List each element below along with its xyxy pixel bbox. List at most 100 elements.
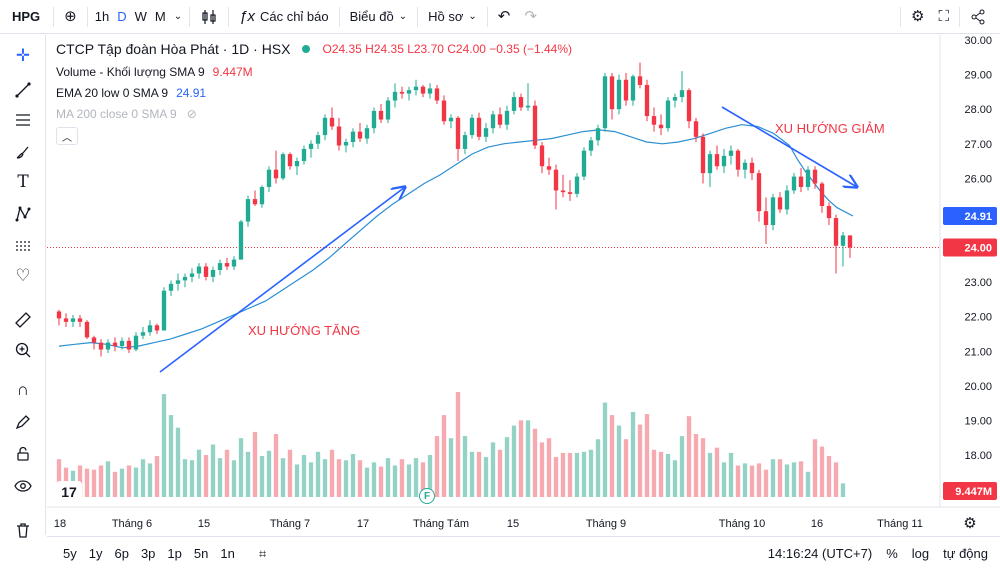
horizontal-lines-icon	[16, 114, 30, 126]
range-1n[interactable]: 1n	[220, 546, 235, 561]
candle-body	[322, 117, 328, 136]
volume-bar	[280, 458, 286, 497]
fullscreen-button[interactable]: ⛶	[931, 0, 956, 34]
candle-body	[497, 114, 503, 125]
text-icon: T	[17, 172, 29, 192]
undo-button[interactable]: ↶	[491, 0, 518, 34]
time-tick-label: Tháng 7	[270, 518, 310, 530]
last-price-badge-bg	[943, 238, 997, 257]
magnet-icon: ∩	[16, 380, 30, 399]
volume-bar	[721, 462, 727, 497]
downtrend-arrow	[721, 106, 857, 187]
candle-body	[385, 100, 391, 120]
interval-D[interactable]: D	[117, 9, 127, 24]
legend-ema[interactable]: EMA 20 low 0 SMA 9 24.91	[56, 86, 206, 100]
log-toggle[interactable]: log	[911, 546, 930, 561]
fib-tool[interactable]	[9, 107, 37, 133]
auto-scale-toggle[interactable]: tự động	[943, 546, 988, 561]
heart-icon: ♡	[15, 266, 31, 285]
candle-body	[196, 266, 202, 274]
volume-bar	[315, 451, 321, 497]
measure-tool[interactable]	[9, 307, 37, 333]
lock-tool[interactable]	[9, 441, 37, 467]
brush-tool[interactable]	[9, 139, 37, 165]
price-chart[interactable]: 30.0029.0028.0027.0026.0025.0024.0023.00…	[47, 35, 1000, 535]
indicators-button[interactable]: ƒx Các chỉ báo	[232, 0, 336, 34]
remove-drawings-tool[interactable]	[9, 517, 37, 543]
candle-body	[126, 340, 132, 350]
volume-bar	[539, 442, 545, 497]
profile-button[interactable]: Hồ sơ ⌄	[421, 0, 484, 34]
candle-body	[609, 76, 615, 110]
settings-button[interactable]: ⚙	[904, 0, 931, 34]
percent-toggle[interactable]: %	[886, 546, 898, 561]
price-tick-label: 29.00	[964, 70, 992, 82]
compare-button[interactable]: ⊕	[57, 0, 84, 34]
indicators-label: Các chỉ báo	[259, 9, 329, 24]
favorites-tool[interactable]: ♡	[9, 263, 37, 289]
ema-label: EMA 20 low 0 SMA 9	[56, 86, 169, 100]
legend-title[interactable]: CTCP Tập đoàn Hòa Phát · 1D · HSX	[56, 41, 291, 57]
candle-style-button[interactable]	[193, 0, 225, 34]
volume-bar	[350, 453, 356, 497]
crosshair-tool[interactable]: ✛	[9, 43, 37, 69]
legend-collapse-button[interactable]: ︿	[56, 127, 78, 145]
volume-bar	[385, 458, 391, 497]
candle-body	[819, 183, 825, 206]
range-3p[interactable]: 3p	[140, 546, 156, 561]
volume-bar	[574, 452, 580, 497]
eye-off-icon[interactable]: ⊘	[186, 107, 197, 121]
volume-bar	[679, 436, 685, 497]
candle-body	[476, 117, 482, 137]
candle-body	[84, 321, 90, 338]
share-button[interactable]	[963, 0, 1000, 34]
prediction-tool[interactable]	[9, 233, 37, 259]
zoom-tool[interactable]	[9, 337, 37, 363]
downtrend-label: XU HƯỚNG GIẢM	[775, 121, 885, 136]
candle-body	[133, 335, 139, 350]
text-tool[interactable]: T	[9, 169, 37, 195]
volume-bar	[168, 415, 174, 497]
pattern-tool[interactable]	[9, 201, 37, 227]
crosshair-icon: ✛	[15, 46, 31, 65]
bottom-right: 14:16:24 (UTC+7) % log tự động	[768, 546, 1000, 561]
candle-body	[427, 88, 433, 94]
interval-1h[interactable]: 1h	[94, 9, 110, 24]
candle-body	[504, 110, 510, 125]
candle-body	[651, 116, 657, 125]
price-tick-label: 30.00	[964, 35, 992, 47]
divider	[53, 6, 55, 27]
interval-dropdown[interactable]: ⌄	[170, 0, 186, 34]
trendline-tool[interactable]	[9, 77, 37, 103]
goto-date-button[interactable]: ⌗	[253, 546, 272, 562]
interval-M[interactable]: M	[154, 9, 166, 24]
candle-body	[644, 84, 650, 117]
axis-settings-icon[interactable]: ⚙	[963, 514, 976, 532]
range-6p[interactable]: 6p	[114, 546, 129, 561]
legend-volume[interactable]: Volume - Khối lượng SMA 9 9.447M	[56, 65, 253, 79]
clock-time[interactable]: 14:16:24 (UTC+7)	[767, 546, 873, 561]
candle-body	[707, 154, 713, 174]
redo-button[interactable]: ↷	[517, 0, 544, 34]
interval-W[interactable]: W	[134, 9, 147, 24]
candle-body	[567, 192, 573, 194]
price-tick-label: 19.00	[964, 415, 992, 427]
magnet-tool[interactable]: ∩	[9, 377, 37, 403]
candle-body	[665, 100, 671, 129]
range-5n[interactable]: 5n	[193, 546, 209, 561]
candle-body	[147, 325, 153, 333]
range-5y[interactable]: 5y	[63, 546, 77, 561]
candle-body	[168, 283, 174, 291]
candle-body	[546, 166, 552, 170]
volume-bar	[714, 447, 720, 497]
visibility-tool[interactable]	[9, 473, 37, 499]
volume-bar	[581, 451, 587, 497]
drawing-mode-tool[interactable]	[9, 409, 37, 435]
legend-ma[interactable]: MA 200 close 0 SMA 9 ⊘	[56, 107, 197, 121]
volume-bar	[840, 483, 846, 497]
financials-event-icon[interactable]: F	[419, 488, 435, 504]
range-1p[interactable]: 1p	[167, 546, 182, 561]
chart-type-button[interactable]: Biểu đồ ⌄	[343, 0, 414, 34]
symbol-search[interactable]: HPG	[12, 9, 41, 24]
range-1y[interactable]: 1y	[88, 546, 103, 561]
